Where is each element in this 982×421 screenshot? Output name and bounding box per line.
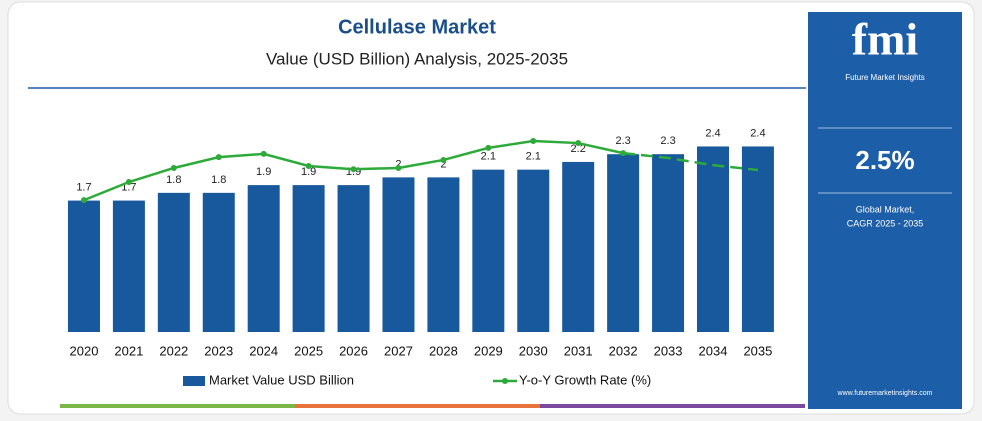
growth-marker [620, 150, 627, 157]
strip-orange [295, 404, 540, 408]
bar [292, 185, 325, 332]
x-tick-label: 2022 [159, 343, 188, 358]
data-label: 1.9 [256, 166, 271, 178]
sidebar [808, 12, 962, 409]
growth-marker [170, 164, 177, 171]
legend-label: Y-o-Y Growth Rate (%) [519, 372, 651, 387]
data-label: 2.3 [660, 135, 675, 147]
growth-marker [260, 150, 267, 157]
growth-marker [395, 164, 402, 171]
bar [112, 200, 145, 332]
growth-marker [305, 162, 312, 169]
cagr: 2.5% [855, 145, 914, 175]
chart-title: Cellulase Market [338, 16, 496, 38]
bar [247, 185, 280, 332]
data-label: 2 [395, 158, 401, 170]
bar [427, 177, 460, 332]
cagr-caption: CAGR 2025 - 2035 [847, 218, 924, 228]
x-tick-label: 2035 [743, 343, 772, 358]
x-tick-label: 2032 [609, 343, 638, 358]
growth-marker [215, 154, 222, 161]
cagr-caption: Global Market, [856, 204, 915, 214]
data-label: 1.7 [76, 181, 91, 193]
x-tick-label: 2021 [114, 343, 143, 358]
bar [157, 192, 190, 332]
data-label: 2.4 [705, 127, 720, 139]
x-tick-label: 2031 [564, 343, 593, 358]
data-label: 1.8 [211, 174, 226, 186]
website: www.futuremarketinsights.com [837, 390, 933, 397]
x-tick-label: 2024 [249, 343, 278, 358]
bar [696, 146, 729, 332]
growth-marker [350, 166, 357, 173]
bar [741, 146, 774, 332]
x-tick-label: 2034 [699, 343, 728, 358]
x-tick-label: 2027 [384, 343, 413, 358]
growth-marker [440, 156, 447, 163]
bar [472, 169, 505, 332]
bar [202, 192, 235, 332]
data-label: 2 [440, 158, 446, 170]
brand: Future Market Insights [845, 73, 925, 82]
x-tick-label: 2023 [204, 343, 233, 358]
bar [607, 154, 640, 332]
growth-marker [575, 140, 582, 147]
bar [337, 185, 370, 332]
logo: fmi [852, 14, 919, 65]
growth-marker [80, 197, 87, 204]
data-label: 2.2 [571, 143, 586, 155]
data-label: 2.1 [481, 151, 496, 163]
strip-green [60, 404, 295, 408]
bar [517, 169, 550, 332]
growth-line-dashed [622, 151, 759, 172]
x-tick-label: 2025 [294, 343, 323, 358]
bar [382, 177, 415, 332]
growth-marker [485, 144, 492, 151]
data-label: 1.9 [301, 166, 316, 178]
data-label: 2.3 [615, 135, 630, 147]
growth-marker [530, 138, 537, 145]
x-tick-label: 2020 [70, 343, 99, 358]
legend-swatch [183, 376, 205, 386]
x-tick-label: 2028 [429, 343, 458, 358]
chart-subtitle: Value (USD Billion) Analysis, 2025-2035 [266, 49, 568, 68]
data-label: 2.4 [750, 127, 765, 139]
bar [652, 154, 685, 332]
bar [562, 161, 595, 332]
legend-label: Market Value USD Billion [209, 372, 354, 387]
x-tick-label: 2033 [654, 343, 683, 358]
data-label: 1.8 [166, 174, 181, 186]
strip-purple [540, 404, 805, 408]
growth-marker [125, 179, 132, 186]
x-tick-label: 2030 [519, 343, 548, 358]
x-tick-label: 2026 [339, 343, 368, 358]
bar [67, 200, 100, 332]
legend-swatch [502, 378, 508, 384]
x-tick-label: 2029 [474, 343, 503, 358]
data-label: 2.1 [526, 151, 541, 163]
